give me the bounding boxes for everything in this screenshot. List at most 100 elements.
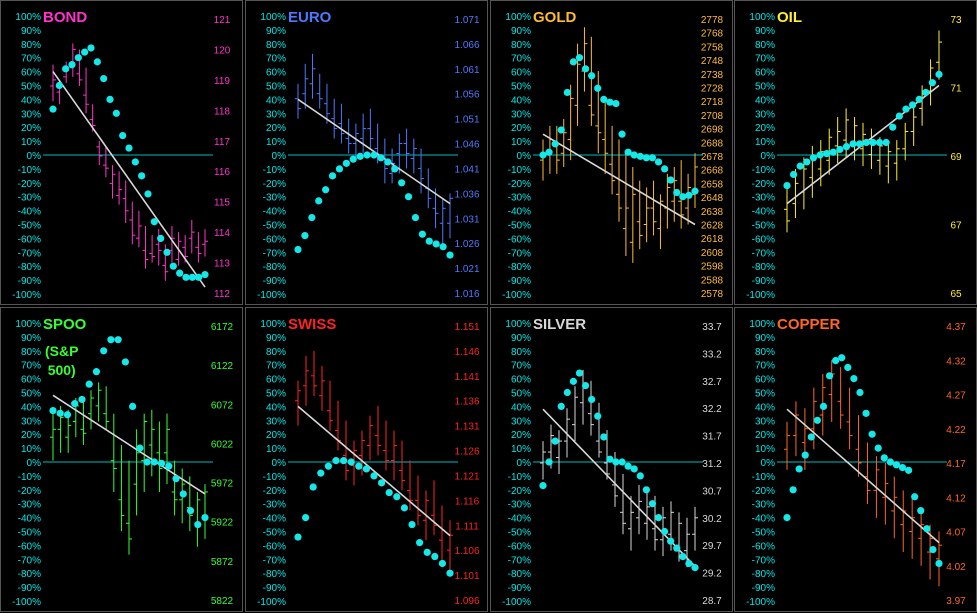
left-tick-label: -90%	[508, 583, 531, 594]
right-tick-label: 1.061	[454, 65, 479, 76]
left-tick-label: 50%	[511, 82, 531, 93]
oscillator-dot	[85, 380, 93, 388]
left-tick-label: 100%	[15, 12, 41, 23]
oscillator-dot	[384, 158, 392, 166]
left-tick-label: -80%	[752, 569, 775, 580]
oscillator-dot	[411, 213, 420, 222]
left-tick-label: 50%	[755, 389, 775, 400]
right-tick-label: 117	[214, 137, 230, 148]
left-tick-label: -100%	[257, 597, 286, 608]
chart-gold: 100% 90% 80% 70% 60% 50% 40% 30% 20% 10% 0% -10% -20…	[502, 12, 724, 301]
oscillator-dot	[439, 243, 447, 251]
left-tick-label: -60%	[508, 541, 531, 552]
left-tick-label: -20%	[508, 486, 531, 497]
left-tick-label: -100%	[746, 290, 775, 301]
right-tick-label: 1.131	[454, 422, 479, 433]
left-tick-label: 10%	[266, 444, 286, 455]
oscillator-dot	[377, 154, 385, 162]
left-tick-label: -60%	[18, 234, 41, 245]
oscillator-dot	[829, 148, 837, 156]
right-tick-label: 28.7	[702, 596, 722, 607]
left-tick-label: -30%	[263, 193, 286, 204]
right-tick-label: 6022	[211, 439, 234, 450]
panel-spoo: 100% 90% 80% 70% 60% 50% 40% 30% 20% 10% 0% -10% -20…	[0, 307, 243, 612]
left-tick-label: 20%	[511, 430, 531, 441]
oscillator-dot	[93, 58, 101, 66]
left-tick-label: 0%	[517, 458, 532, 469]
left-tick-label: -70%	[263, 555, 286, 566]
oscillator-dot	[418, 230, 426, 238]
oscillator-dot	[328, 172, 337, 180]
oscillator-dot	[423, 548, 431, 556]
right-tick-label: 4.27	[946, 391, 966, 402]
left-tick-label: 10%	[266, 137, 286, 148]
left-tick-label: 50%	[266, 82, 286, 93]
right-tick-label: 1.066	[454, 40, 479, 51]
oscillator-dot	[194, 520, 202, 529]
oscillator-dot	[886, 458, 894, 466]
left-tick-label: 60%	[755, 375, 775, 386]
right-tick-label: 29.2	[702, 569, 722, 580]
oscillator-dot	[179, 490, 187, 498]
oscillator-dot	[636, 152, 644, 160]
oscillator-dot	[908, 101, 917, 109]
oscillator-dot	[923, 525, 931, 533]
oscillator-dot	[880, 454, 888, 462]
left-tick-label: 80%	[21, 347, 41, 358]
oscillator-dot	[539, 482, 547, 490]
chart-copper: 100% 90% 80% 70% 60% 50% 40% 30% 20% 10% 0% -10% -20…	[746, 319, 966, 608]
right-tick-label: 33.2	[702, 349, 722, 360]
oscillator-dot	[929, 545, 937, 554]
left-tick-label: -20%	[18, 179, 41, 190]
left-tick-label: 80%	[266, 40, 286, 51]
oscillator-dot	[917, 507, 925, 515]
right-tick-label: 30.7	[702, 486, 722, 497]
left-tick-label: -30%	[752, 500, 775, 511]
oscillator-dot	[370, 151, 378, 159]
oscillator-dot	[902, 105, 910, 113]
left-tick-label: -80%	[18, 569, 41, 580]
left-tick-label: 90%	[755, 26, 775, 37]
left-tick-label: -70%	[752, 555, 775, 566]
oscillator-dot	[378, 479, 386, 487]
right-tick-label: 114	[214, 228, 230, 239]
right-tick-label: 2678	[701, 152, 724, 163]
oscillator-dot	[889, 123, 897, 131]
panel-copper: 100% 90% 80% 70% 60% 50% 40% 30% 20% 10% 0% -10% -20…	[734, 307, 977, 612]
oscillator-dot	[176, 269, 184, 277]
oscillator-dot	[856, 140, 864, 148]
left-tick-label: 0%	[517, 151, 532, 162]
oscillator-dot	[819, 402, 828, 410]
left-tick-label: 70%	[755, 54, 775, 65]
right-tick-label: 1.151	[454, 322, 479, 333]
left-tick-label: 70%	[511, 361, 531, 372]
left-tick-label: 40%	[21, 95, 41, 106]
oscillator-dot	[404, 193, 413, 201]
oscillator-dot	[201, 514, 209, 522]
left-tick-label: -60%	[752, 234, 775, 245]
right-tick-label: 31.7	[702, 432, 722, 443]
oscillator-dot	[869, 138, 877, 147]
left-tick-label: -20%	[752, 179, 775, 190]
oscillator-dot	[935, 559, 943, 568]
oscillator-dot	[340, 457, 348, 465]
oscillator-dot	[400, 504, 408, 512]
left-tick-label: 0%	[761, 458, 776, 469]
right-tick-label: 121	[214, 15, 231, 26]
right-tick-label: 1.016	[454, 289, 479, 300]
left-tick-label: 80%	[21, 40, 41, 51]
oscillator-dot	[905, 466, 913, 474]
oscillator-dot	[850, 375, 858, 383]
left-tick-label: 60%	[21, 68, 41, 79]
left-tick-label: -80%	[508, 262, 531, 273]
oscillator-dot	[842, 143, 851, 151]
oscillator-dot	[370, 472, 378, 480]
left-tick-label: -40%	[18, 207, 41, 218]
oscillator-dot	[188, 273, 196, 281]
trend-line	[786, 408, 940, 544]
oscillator-dot	[606, 98, 614, 106]
oscillator-dot	[581, 381, 590, 390]
oscillator-dot	[356, 152, 364, 160]
left-tick-label: -10%	[508, 472, 531, 483]
oscillator-dot	[391, 165, 399, 173]
